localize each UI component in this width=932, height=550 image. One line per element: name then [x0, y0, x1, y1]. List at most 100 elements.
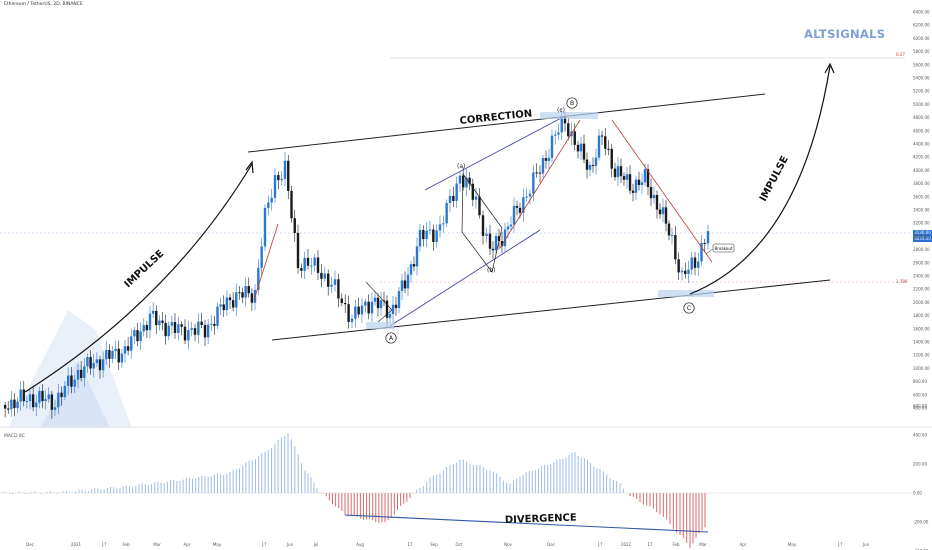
candle-body: [167, 325, 170, 337]
price-tag-line-2: 3035.00: [914, 236, 931, 241]
indicator-label: MACD 8C: [4, 434, 25, 439]
time-axis-tick: Sep: [430, 542, 438, 547]
logo-watermark-inner: [40, 360, 110, 428]
candle-body: [474, 196, 478, 200]
candle-body: [631, 190, 635, 193]
divergence-label: DIVERGENCE: [505, 512, 577, 526]
price-axis-tick: 5400.00: [913, 76, 930, 81]
candle-body: [435, 230, 438, 242]
candle-body: [567, 123, 570, 137]
candle-body: [296, 232, 300, 269]
candle-body: [354, 306, 357, 319]
candle-body: [497, 236, 501, 242]
candle-body: [10, 399, 13, 410]
price-axis-tick: 1800.00: [913, 313, 930, 318]
candle-body: [428, 229, 432, 231]
price-axis-tick: 2800.00: [913, 247, 930, 252]
candle-body: [409, 264, 413, 275]
candle-body: [310, 265, 313, 267]
time-axis-tick: Aug: [356, 542, 364, 547]
macd-axis-tick: -200.00: [913, 520, 929, 525]
candle-body: [547, 157, 551, 161]
candle-body: [57, 392, 60, 408]
price-axis-tick: 6000.00: [913, 36, 930, 41]
candle-body: [525, 196, 528, 198]
candle-body: [238, 292, 241, 294]
candle-body: [613, 168, 617, 178]
candle-body: [273, 175, 277, 198]
candle-body: [425, 230, 428, 240]
candle-body: [98, 359, 102, 371]
candle-body: [500, 241, 504, 247]
candle-body: [594, 157, 598, 166]
candle-body: [158, 320, 161, 326]
candle-body: [522, 197, 525, 213]
candle-body: [130, 336, 133, 351]
candle-body: [442, 223, 445, 225]
candle-body: [452, 195, 455, 201]
candle-body: [126, 346, 130, 351]
candle-body: [591, 165, 595, 167]
candle-body: [478, 196, 481, 216]
price-axis-tick: 1000.00: [913, 366, 930, 371]
candle-body: [687, 269, 690, 275]
candle-body: [471, 183, 474, 200]
breakout-box: [712, 243, 735, 253]
candle-body: [528, 193, 532, 197]
impulse-red-line: [253, 223, 279, 301]
macd-histogram: [2, 433, 706, 548]
candle-body: [337, 279, 340, 299]
time-axis-tick: Mar: [153, 542, 161, 547]
price-tag-line-1: 3130.00: [914, 230, 931, 235]
candle-body: [585, 159, 589, 170]
candle-body: [257, 267, 260, 290]
candle-body: [13, 399, 16, 409]
candle-body: [382, 300, 386, 302]
candle-body: [222, 304, 225, 311]
candle-body: [270, 197, 273, 203]
candle-body: [438, 224, 442, 231]
time-axis-tick: 17: [647, 542, 653, 547]
wave-label-c-small: (c): [557, 107, 565, 114]
candle-body: [458, 175, 462, 184]
price-axis-tick: 4400.00: [913, 142, 930, 147]
candle-body: [105, 349, 108, 360]
time-axis-tick: May: [213, 542, 222, 547]
candle-body: [412, 264, 416, 267]
channel-upper-line: [247, 93, 766, 153]
candle-body: [690, 257, 693, 270]
candle-body: [706, 231, 710, 244]
impulse-arrow-right: [689, 65, 831, 295]
candle-body: [610, 148, 613, 169]
candle-body: [468, 177, 471, 184]
candle-body: [31, 394, 35, 408]
candle-body: [379, 300, 383, 309]
time-axis-tick: 2021: [71, 542, 82, 547]
candle-body: [203, 325, 207, 338]
candle-body: [658, 209, 662, 215]
time-axis-tick: Feb: [122, 542, 130, 547]
candle-body: [73, 379, 76, 387]
candle-body: [634, 179, 638, 193]
candle-body: [432, 229, 435, 242]
price-axis-tick: 600.00: [913, 392, 927, 397]
candle-body: [241, 292, 244, 298]
wave-c-up-line: [499, 119, 581, 249]
price-axis-tick: 2000.00: [913, 300, 930, 305]
candle-body: [323, 273, 326, 279]
time-axis-tick: Mar: [699, 542, 707, 547]
candle-body: [183, 326, 187, 341]
candle-body: [53, 407, 57, 410]
candle-body: [250, 293, 254, 303]
wave-label-C: C: [687, 305, 691, 312]
candle-body: [649, 187, 653, 199]
fib-level-top: 0.27: [896, 52, 905, 57]
wave-label-B: B: [570, 100, 574, 107]
candle-body: [367, 301, 370, 314]
candle-body: [83, 366, 86, 378]
trend-a-lower: [389, 229, 541, 327]
candle-body: [50, 394, 54, 410]
price-axis-tick: 3600.00: [913, 194, 930, 199]
price-axis-tick: 5600.00: [913, 62, 930, 67]
